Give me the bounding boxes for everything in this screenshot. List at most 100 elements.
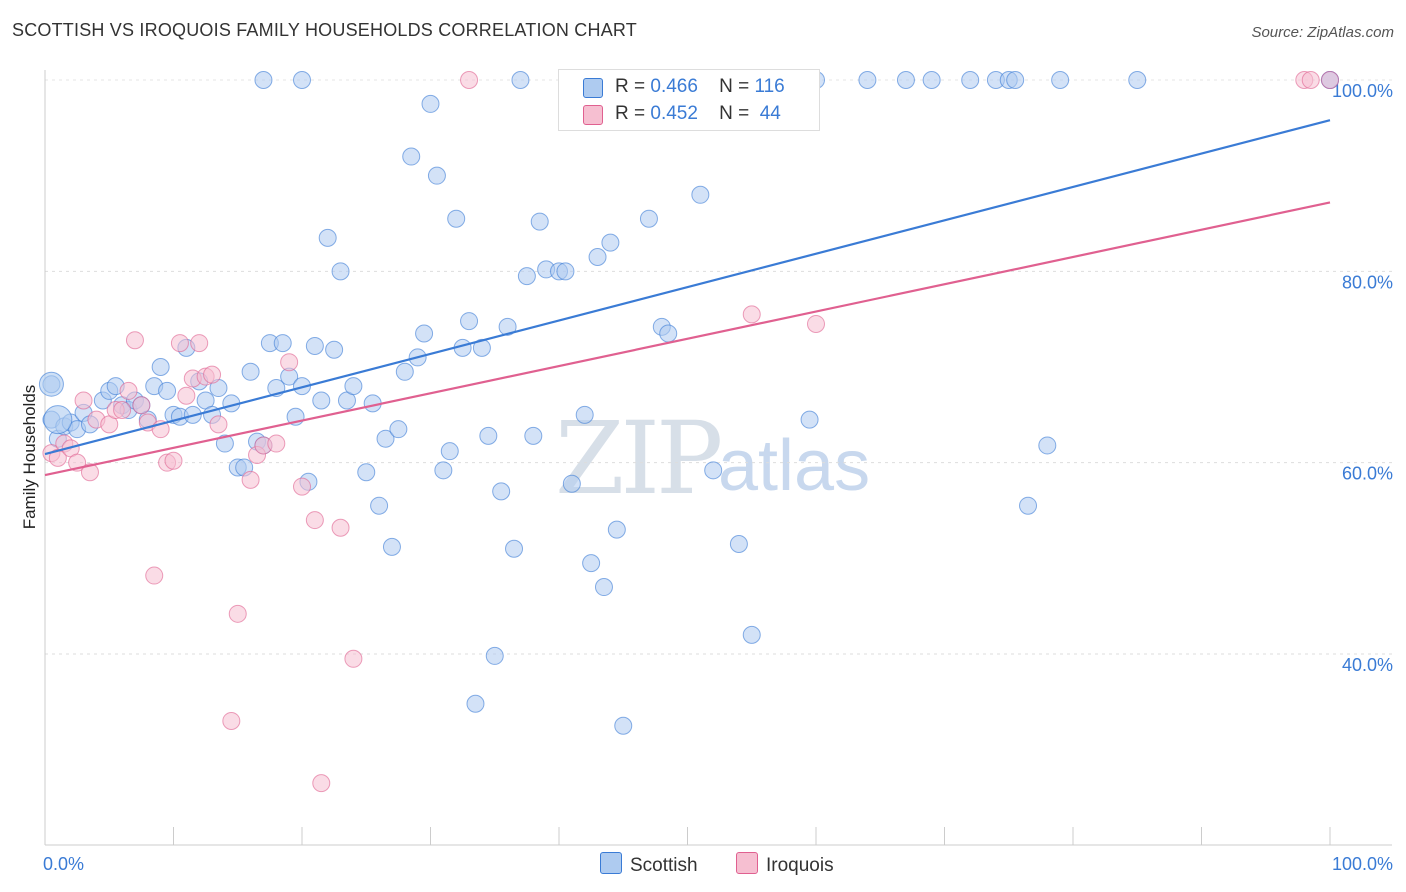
scottish-point (312, 391, 331, 410)
scottish-point (318, 228, 337, 247)
scottish-swatch (600, 852, 622, 874)
scottish-point (922, 71, 941, 89)
scottish-point (460, 312, 479, 331)
y-tick-label: 80.0% (1342, 272, 1393, 292)
scottish-point (43, 405, 73, 435)
scottish-point (479, 426, 498, 445)
scottish-point (254, 71, 273, 89)
iroquois-trend-line (44, 201, 1331, 477)
iroquois-point (119, 381, 138, 400)
scottish-point (961, 71, 980, 89)
scottish-point (575, 405, 594, 424)
scottish-point (1128, 71, 1147, 89)
x-tick-label: 0.0% (43, 854, 84, 874)
scottish-point (704, 461, 723, 480)
scottish-point (376, 429, 395, 448)
iroquois-swatch (583, 105, 603, 125)
scottish-point (1006, 71, 1025, 89)
iroquois-point (305, 511, 324, 530)
iroquois-point (460, 71, 479, 89)
iroquois-point (267, 434, 286, 453)
y-tick-label: 60.0% (1342, 464, 1393, 484)
iroquois-point (145, 566, 164, 585)
scottish-point (614, 716, 633, 735)
iroquois-point (113, 401, 132, 420)
iroquois-point (74, 391, 93, 410)
scottish-point (344, 377, 363, 396)
scottish-point (1019, 496, 1038, 515)
chart-title: SCOTTISH VS IROQUOIS FAMILY HOUSEHOLDS C… (12, 20, 637, 40)
iroquois-point (80, 463, 99, 482)
legend-n-value: 44 (759, 103, 781, 124)
scottish-point (742, 625, 761, 644)
scottish-point (427, 166, 446, 185)
scottish-point (1051, 71, 1070, 89)
legend-n-label: N = (719, 103, 750, 124)
iroquois-point (164, 451, 183, 470)
iroquois-point (177, 386, 196, 405)
iroquois-point (280, 353, 299, 372)
scottish-point (472, 338, 491, 357)
scottish-point (485, 646, 504, 665)
iroquois-point (293, 477, 311, 496)
scottish-point (434, 461, 453, 480)
iroquois-point (132, 396, 151, 415)
iroquois-point (742, 305, 761, 324)
scottish-point (691, 185, 710, 204)
bottom-legend-scottish: Scottish (600, 852, 698, 877)
scottish-point (729, 534, 748, 553)
scottish-point (273, 334, 292, 353)
scottish-point (357, 463, 376, 482)
iroquois-swatch (736, 852, 758, 874)
iroquois-point (190, 334, 209, 353)
iroquois-point (312, 774, 331, 793)
iroquois-point (125, 331, 144, 350)
iroquois-point (209, 415, 228, 434)
scottish-point (38, 371, 64, 397)
scottish-point (562, 474, 581, 493)
scottish-point (331, 262, 350, 281)
scottish-point (325, 340, 344, 359)
scottish-point (215, 434, 234, 453)
scottish-point (158, 381, 177, 400)
legend-r-value: 0.452 (650, 103, 698, 124)
scottish-point (440, 442, 459, 461)
scottish-swatch (583, 78, 603, 98)
legend-r-label: R = (615, 76, 646, 97)
scottish-point (524, 426, 543, 445)
scottish-point (800, 410, 819, 429)
scottish-point (639, 209, 658, 228)
y-tick-label: 100.0% (1332, 81, 1393, 101)
iroquois-point (331, 518, 350, 537)
iroquois-point (344, 649, 363, 668)
iroquois-point (228, 604, 247, 623)
scottish-point (505, 539, 524, 558)
source-label: Source: ZipAtlas.com (1251, 24, 1394, 41)
scottish-point (594, 578, 613, 597)
y-tick-label: 40.0% (1342, 655, 1393, 675)
x-tick-label: 100.0% (1332, 854, 1393, 874)
bottom-legend-iroquois: Iroquois (736, 852, 834, 877)
scottish-point (601, 233, 620, 252)
watermark-atlas: atlas (718, 426, 871, 506)
scottish-point (1038, 436, 1057, 455)
bottom-legend-label: Iroquois (766, 855, 834, 876)
iroquois-point (170, 334, 189, 353)
scottish-point (659, 324, 678, 343)
scottish-point (556, 262, 575, 281)
scottish-point (382, 537, 401, 556)
iroquois-point (807, 314, 825, 333)
iroquois-point (203, 365, 222, 384)
scottish-point (498, 317, 517, 336)
scottish-point (858, 71, 877, 89)
scottish-point (415, 324, 434, 343)
scottish-point (466, 694, 485, 713)
scottish-point (896, 71, 915, 89)
scottish-trend-line (44, 119, 1331, 456)
scottish-point (402, 147, 421, 166)
legend-r-label: R = (615, 103, 646, 124)
iroquois-point (222, 711, 241, 730)
scottish-point (582, 554, 601, 573)
correlation-legend: R = 0.466 N = 116 R = 0.452 N = 44 (558, 69, 820, 131)
